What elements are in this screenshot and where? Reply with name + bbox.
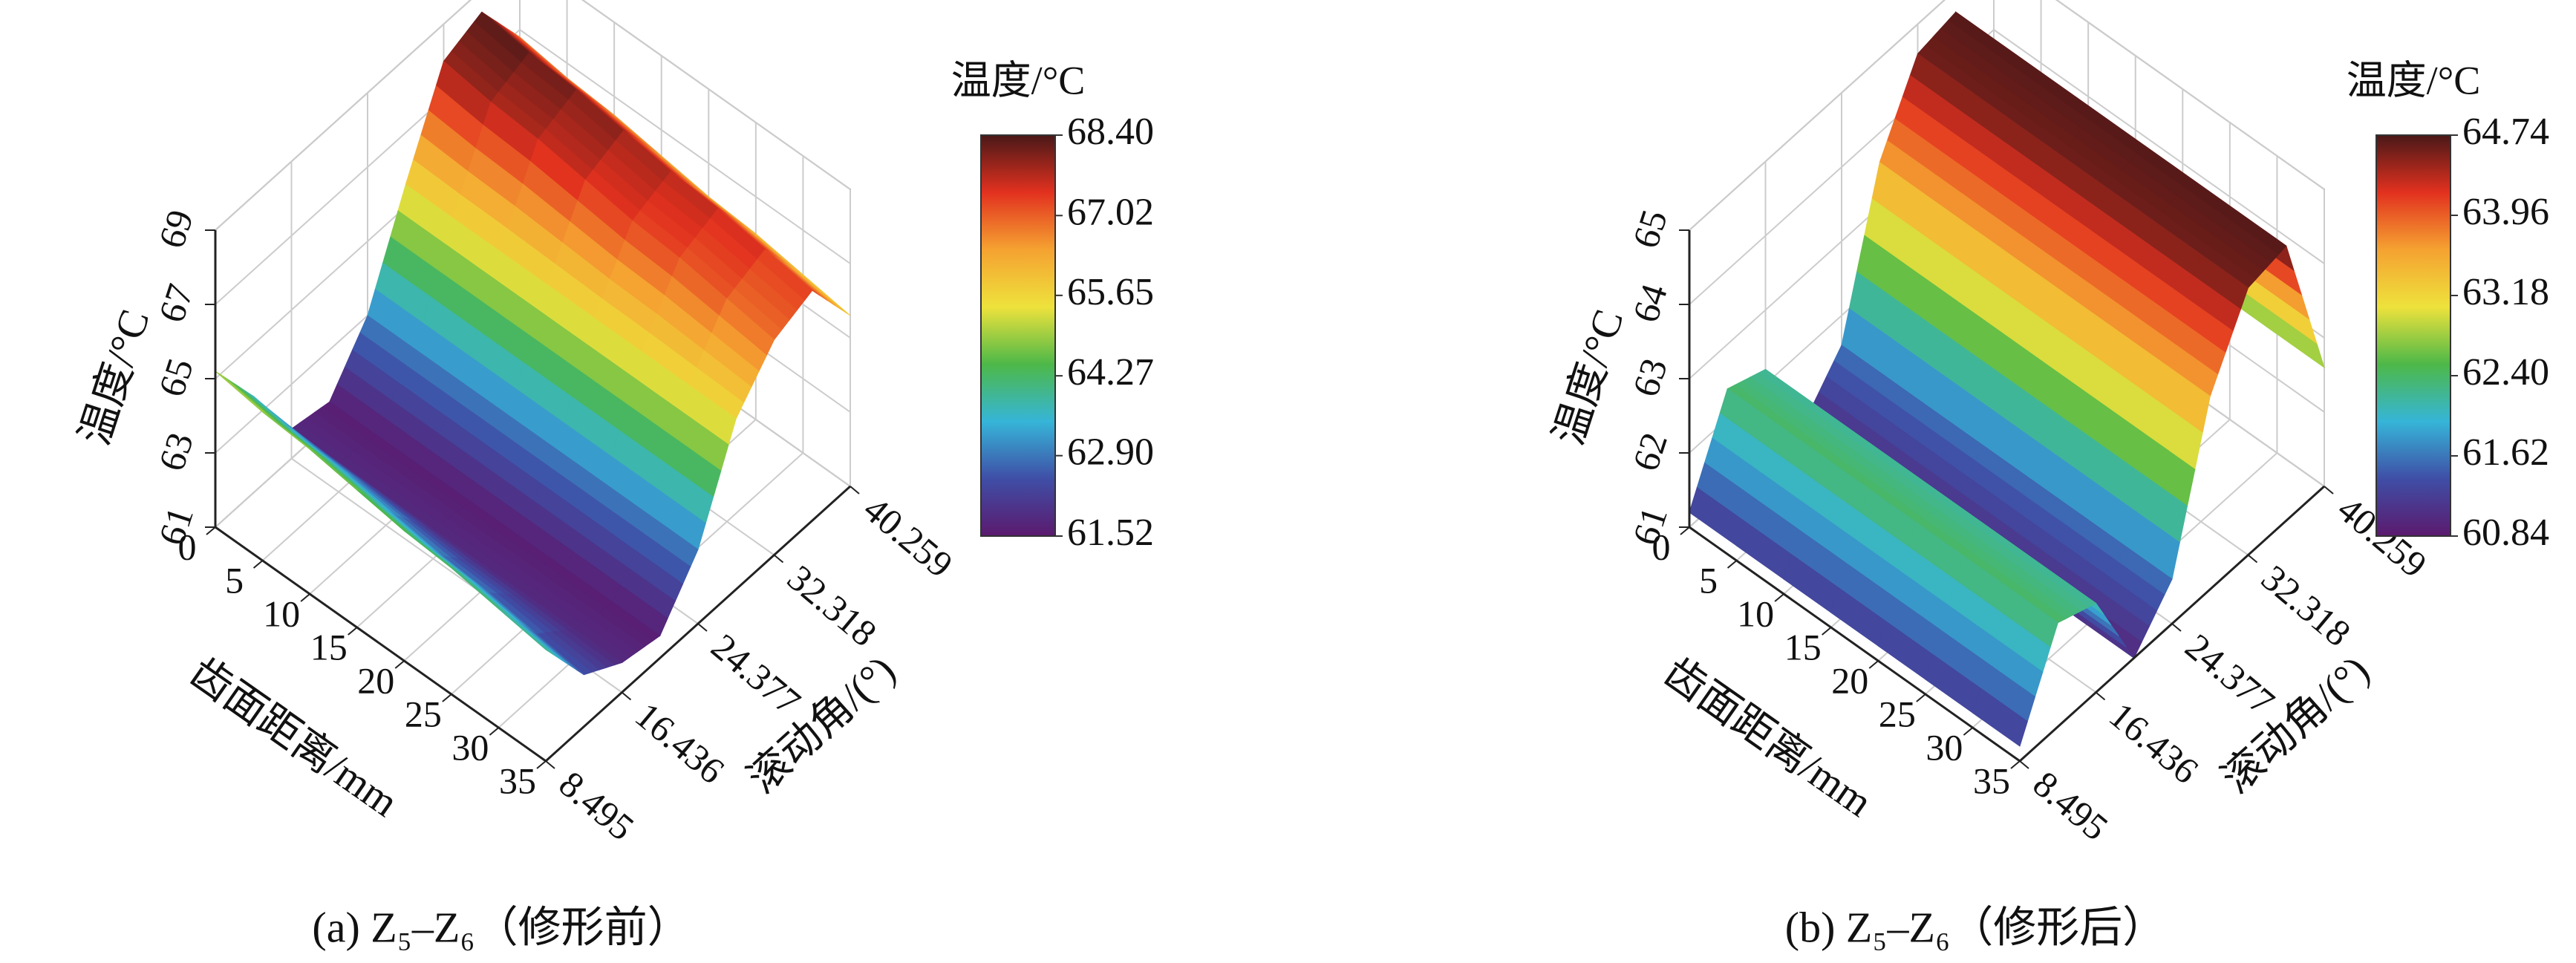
x-tick-label: 25 xyxy=(1879,693,1916,734)
tick-mark xyxy=(1822,627,1832,636)
z-tick-label: 62 xyxy=(1624,428,1675,476)
tick-mark xyxy=(300,593,310,602)
x-tick-label: 30 xyxy=(1926,726,1963,768)
tick-mark xyxy=(2019,760,2029,769)
z-axis-label: 温度/°C xyxy=(72,304,159,451)
surface-chart: 051015202530358.49516.43624.37732.31840.… xyxy=(1546,0,2549,951)
z-tick-label: 65 xyxy=(1624,205,1675,253)
axis-line xyxy=(215,526,547,763)
caption: (b) Z₅–Z₆（修形后） xyxy=(1785,903,2165,951)
tick-mark xyxy=(2324,486,2334,494)
colorbar-tick-label: 63.96 xyxy=(2462,191,2549,233)
tick-mark xyxy=(206,526,216,535)
tick-mark xyxy=(1726,560,1738,569)
tick-mark xyxy=(2010,760,2021,769)
x-tick-label: 10 xyxy=(1737,593,1774,634)
tick-mark xyxy=(773,554,784,564)
tick-mark xyxy=(1680,526,1690,535)
y-tick-label: 8.495 xyxy=(2026,763,2116,848)
colorbar xyxy=(2376,134,2451,537)
x-tick-label: 10 xyxy=(263,593,300,634)
tick-mark xyxy=(489,727,500,736)
tick-mark xyxy=(536,760,547,769)
grid-line xyxy=(581,0,851,190)
surface-patch xyxy=(498,608,554,656)
x-tick-label: 20 xyxy=(1831,659,1868,701)
z-axis-label: 温度/°C xyxy=(1546,304,1633,451)
surface-patch xyxy=(1972,687,2028,747)
tick-mark xyxy=(621,691,632,701)
tick-mark xyxy=(545,760,555,769)
colorbar-tick-label: 65.65 xyxy=(1067,271,1154,313)
y-tick-label: 24.377 xyxy=(704,625,809,722)
tick-mark xyxy=(1963,727,1974,736)
caption: (a) Z₅–Z₆（修形前） xyxy=(312,903,690,951)
colorbar-title: 温度/°C xyxy=(951,58,1086,102)
grid-line xyxy=(1993,29,2325,264)
y-tick-label: 16.436 xyxy=(627,694,732,791)
x-tick-label: 15 xyxy=(1784,626,1822,667)
y-tick-label: 40.259 xyxy=(856,488,961,585)
tick-mark xyxy=(348,627,358,636)
tick-mark xyxy=(2247,554,2258,564)
axis-line xyxy=(1689,526,2021,763)
colorbar-tick-label: 68.40 xyxy=(1067,111,1154,153)
z-tick-label: 69 xyxy=(150,205,201,253)
tick-mark xyxy=(1774,593,1784,602)
x-tick-label: 0 xyxy=(1652,526,1671,567)
x-tick-label: 35 xyxy=(1973,760,2010,801)
tick-mark xyxy=(394,660,405,669)
tick-mark xyxy=(2171,623,2182,632)
x-tick-label: 5 xyxy=(225,559,244,601)
x-tick-label: 25 xyxy=(405,693,442,734)
colorbar-tick-label: 62.90 xyxy=(1067,431,1154,474)
colorbar-tick-label: 62.40 xyxy=(2462,351,2549,394)
z-tick-label: 63 xyxy=(1624,353,1675,402)
colorbar-tick-label: 61.52 xyxy=(1067,512,1154,554)
x-tick-label: 0 xyxy=(178,526,197,567)
grid-line xyxy=(215,0,472,231)
x-tick-label: 35 xyxy=(499,760,536,801)
tick-mark xyxy=(1916,693,1926,702)
y-tick-label: 32.318 xyxy=(2254,557,2358,654)
colorbar-title: 温度/°C xyxy=(2347,58,2481,102)
grid-line xyxy=(1689,0,1946,231)
x-tick-label: 5 xyxy=(1699,559,1718,601)
grid-line xyxy=(519,29,851,264)
z-tick-label: 65 xyxy=(150,353,201,402)
y-tick-label: 8.495 xyxy=(552,763,642,848)
grid-line xyxy=(2055,0,2325,190)
colorbar-tick-label: 60.84 xyxy=(2462,512,2549,554)
y-tick-label: 16.436 xyxy=(2101,694,2206,791)
tick-mark xyxy=(850,486,860,494)
y-tick-label: 24.377 xyxy=(2178,625,2283,722)
colorbar xyxy=(980,134,1056,537)
tick-mark xyxy=(2095,691,2106,701)
colorbar-tick-label: 61.62 xyxy=(2462,431,2549,474)
colorbar-tick-label: 64.74 xyxy=(2462,111,2549,153)
tick-mark xyxy=(697,623,708,632)
x-tick-label: 15 xyxy=(310,626,348,667)
colorbar-tick-label: 63.18 xyxy=(2462,271,2549,313)
tick-mark xyxy=(1868,660,1879,669)
colorbar-tick-label: 67.02 xyxy=(1067,191,1154,233)
x-tick-label: 20 xyxy=(357,659,394,701)
tick-mark xyxy=(252,560,264,569)
z-tick-label: 63 xyxy=(150,428,201,476)
colorbar-tick-label: 64.27 xyxy=(1067,351,1154,394)
x-tick-label: 30 xyxy=(451,726,489,768)
y-tick-label: 32.318 xyxy=(780,557,884,654)
tick-mark xyxy=(442,693,452,702)
